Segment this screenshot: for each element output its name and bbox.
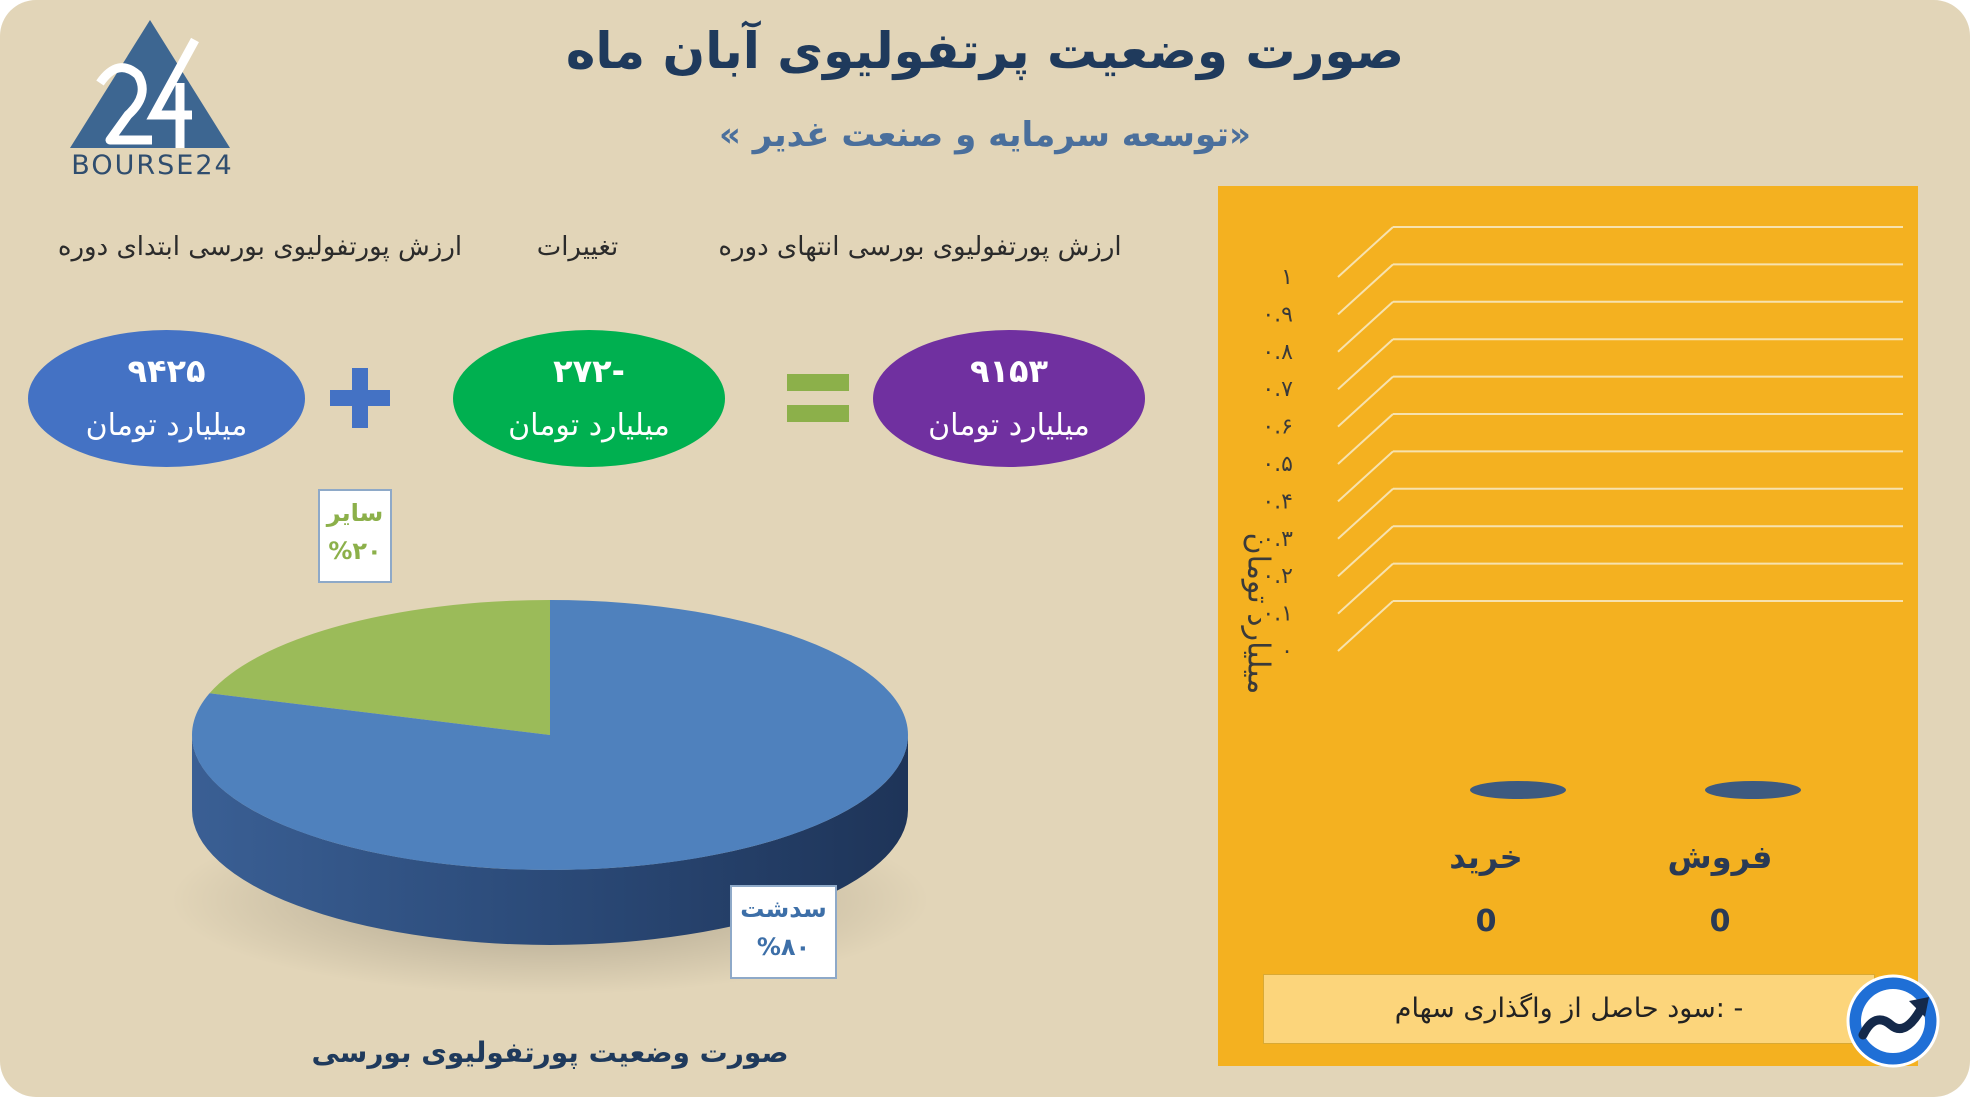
pie-label-sadasht-name: سدشت xyxy=(740,895,827,923)
bar-1 xyxy=(1705,781,1801,799)
start-value: ۹۴۲۵ xyxy=(127,352,206,390)
change-value: -۲۷۲ xyxy=(553,352,625,390)
bar-y-tick: ۰.۸ xyxy=(1262,340,1293,365)
start-value-label: ارزش پورتفولیوی بورسی ابتدای دوره xyxy=(57,232,463,262)
trade-chart-panel: ۰ ۰.۱ ۰.۲ ۰.۳ ۰.۴ ۰.۵ ۰.۶ ۰.۷ ۰.۸ ۰.۹ ۱ میلیارد تو… xyxy=(1218,186,1918,1066)
page-subtitle: «توسعه سرمایه و صنعت غدیر » xyxy=(718,115,1252,155)
equals-icon xyxy=(787,374,849,422)
trade-bar-chart: ۰ ۰.۱ ۰.۲ ۰.۳ ۰.۴ ۰.۵ ۰.۶ ۰.۷ ۰.۸ ۰.۹ ۱ xyxy=(1262,226,1903,799)
bar-gridline-diag xyxy=(1337,450,1394,503)
bar-y-tick: ۰.۷ xyxy=(1262,377,1293,402)
bar-gridline-diag xyxy=(1337,600,1394,652)
bar-value-foroosh: 0 xyxy=(1709,904,1731,939)
end-value-unit: میلیارد تومان xyxy=(928,408,1090,443)
page-title: صورت وضعیت پرتفولیوی آبان ماه xyxy=(565,22,1405,80)
bar-y-tick: ۰.۵ xyxy=(1262,452,1293,477)
end-value-label: ارزش پورتفولیوی بورسی انتهای دوره xyxy=(718,232,1122,262)
pie-slice-sadasht xyxy=(191,600,909,870)
bar-gridline-diag xyxy=(1337,488,1394,540)
profit-from-sales: - :سود حاصل از واگذاری سهام xyxy=(1263,974,1875,1044)
bar-gridline-diag xyxy=(1337,375,1394,428)
end-value: ۹۱۵۳ xyxy=(969,352,1049,390)
bar-y-tick: ۰ xyxy=(1281,639,1293,664)
bar-y-tick: ۰.۹ xyxy=(1262,302,1293,327)
bar-y-tick: ۰.۳ xyxy=(1262,527,1293,552)
bar-gridline-diag xyxy=(1337,263,1394,316)
trend-up-icon xyxy=(1846,974,1940,1068)
bar-gridline-diag xyxy=(1337,301,1394,353)
end-value-oval: ۹۱۵۳ میلیارد تومان xyxy=(873,330,1145,467)
bar-value-kharid: 0 xyxy=(1475,904,1497,939)
bar-category-kharid: خرید xyxy=(1449,838,1523,876)
bar-y-tick: ۰.۲ xyxy=(1262,564,1293,589)
pie-label-other-name: سایر xyxy=(326,499,384,527)
bar-gridline-diag xyxy=(1337,525,1394,577)
bar-gridline-diag xyxy=(1337,226,1394,278)
bar-gridline-diag xyxy=(1337,338,1394,390)
bourse24-logo xyxy=(70,20,230,148)
bar-0 xyxy=(1470,781,1566,799)
bar-y-tick: ۱ xyxy=(1281,265,1293,290)
pie-side-wall xyxy=(192,735,908,945)
change-oval: -۲۷۲ میلیارد تومان xyxy=(453,330,725,467)
start-value-oval: ۹۴۲۵ میلیارد تومان xyxy=(28,330,305,467)
logo-text: BOURSE24 xyxy=(71,150,234,181)
start-value-unit: میلیارد تومان xyxy=(85,408,248,443)
pie-label-other-value: %۲۰ xyxy=(328,537,382,565)
pie-label-other: سایر %۲۰ xyxy=(318,489,392,583)
bar-category-foroosh: فروش xyxy=(1667,838,1773,876)
change-value-unit: میلیارد تومان xyxy=(508,408,670,443)
plus-icon xyxy=(330,368,390,428)
pie-chart-title: صورت وضعیت پورتفولیوی بورسی xyxy=(311,1036,789,1069)
bar-gridline-diag xyxy=(1337,562,1394,615)
bar-y-axis-label: میلیارد تومان xyxy=(1240,532,1276,695)
bar-y-tick: ۰.۴ xyxy=(1262,489,1293,514)
pie-slice-other xyxy=(209,600,550,735)
bar-y-tick: ۰.۶ xyxy=(1262,415,1293,440)
pie-label-sadasht: سدشت %۸۰ xyxy=(730,885,837,979)
bar-gridline-diag xyxy=(1337,413,1394,465)
change-label: تغییرات xyxy=(536,232,619,262)
bar-y-tick: ۰.۱ xyxy=(1262,602,1293,627)
pie-label-sadasht-value: %۸۰ xyxy=(756,933,811,961)
